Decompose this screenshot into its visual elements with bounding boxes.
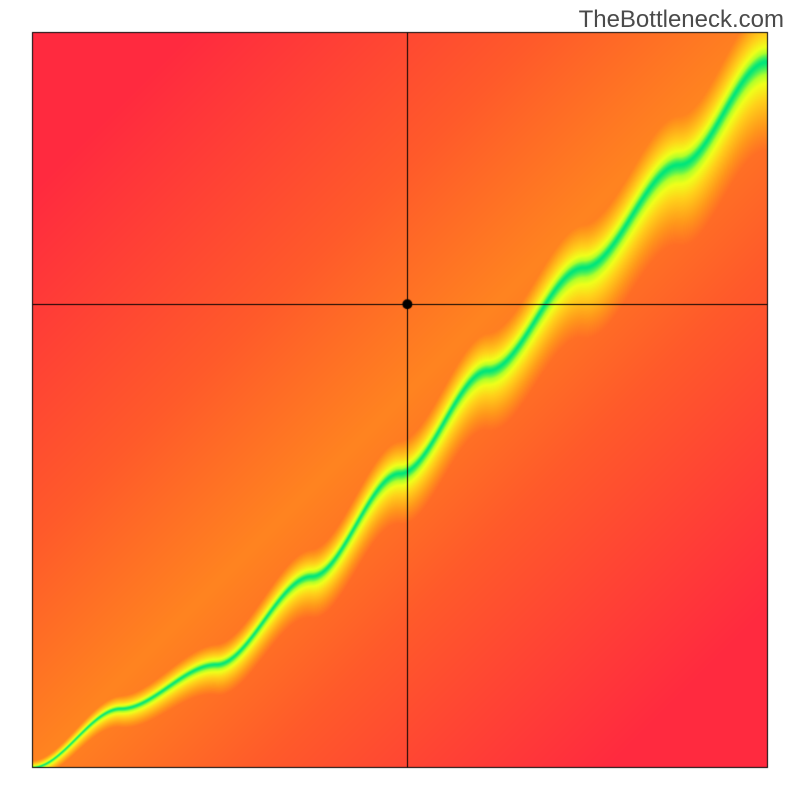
heatmap-canvas [0, 0, 800, 800]
chart-container: TheBottleneck.com [0, 0, 800, 800]
watermark-text: TheBottleneck.com [579, 6, 784, 34]
